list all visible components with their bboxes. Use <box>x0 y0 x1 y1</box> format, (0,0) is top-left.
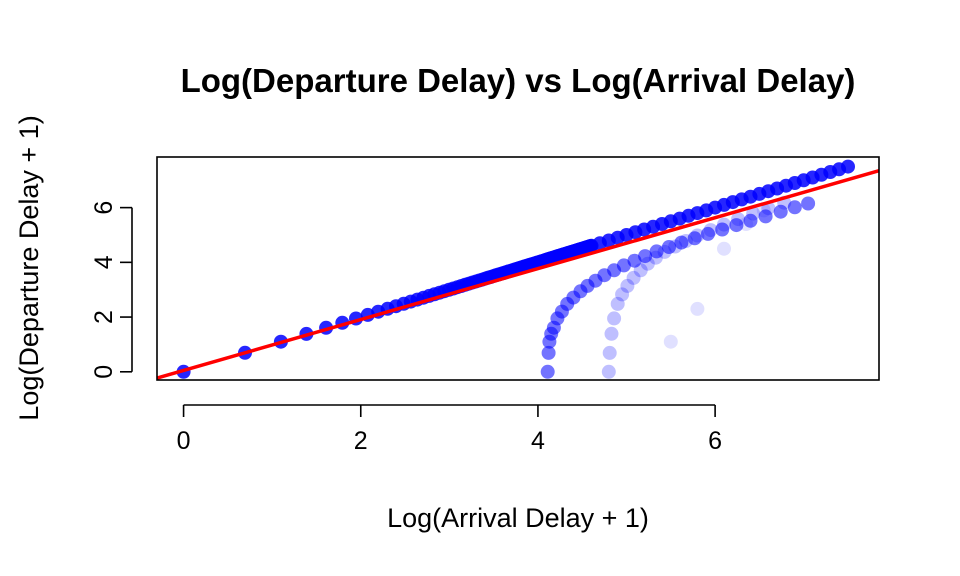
data-point <box>773 204 788 219</box>
data-point <box>540 364 555 379</box>
data-point <box>743 213 758 228</box>
data-point <box>633 263 648 278</box>
data-point <box>616 258 631 273</box>
x-tick-label: 6 <box>708 427 722 455</box>
data-point <box>801 196 816 211</box>
data-point <box>701 226 715 241</box>
data-point <box>687 231 702 246</box>
x-tick-label: 0 <box>177 427 191 455</box>
data-point <box>662 240 676 254</box>
data-point <box>657 244 672 259</box>
data-point <box>678 234 693 248</box>
data-point <box>602 345 617 360</box>
data-point <box>690 228 705 243</box>
x-tick-label: 2 <box>354 427 368 455</box>
data-point <box>607 311 622 326</box>
data-point <box>690 301 705 316</box>
y-tick-label: 4 <box>90 255 118 269</box>
data-point <box>648 250 663 265</box>
y-axis-label: Log(Departure Delay + 1) <box>14 115 44 420</box>
data-point <box>663 334 678 349</box>
y-tick-label: 2 <box>90 310 118 324</box>
x-tick-label: 4 <box>531 427 545 455</box>
data-point <box>746 206 761 221</box>
data-point <box>729 218 744 233</box>
data-point <box>717 241 731 256</box>
data-point <box>756 203 771 218</box>
plot-border <box>156 156 880 381</box>
y-tick-label: 0 <box>90 365 118 379</box>
plot-area <box>157 159 879 380</box>
regression-line <box>157 168 879 380</box>
data-point <box>627 253 642 268</box>
data-point <box>717 217 731 232</box>
data-point <box>604 326 619 341</box>
data-point <box>649 244 664 259</box>
y-axis: 0 2 4 6 <box>90 201 133 379</box>
data-point <box>615 287 630 302</box>
data-point <box>620 278 635 293</box>
y-tick-label: 6 <box>90 201 118 215</box>
data-point <box>668 239 683 254</box>
data-point <box>674 235 689 250</box>
data-point <box>739 217 754 231</box>
x-axis-label: Log(Arrival Delay + 1) <box>387 503 649 533</box>
data-point <box>610 296 625 311</box>
chart-title: Log(Departure Delay) vs Log(Arrival Dela… <box>181 62 856 99</box>
data-point <box>640 256 655 271</box>
data-point <box>731 212 746 227</box>
data-point <box>758 209 773 224</box>
data-point <box>715 222 730 237</box>
x-axis: 0 2 4 6 <box>177 404 722 455</box>
data-point <box>703 223 718 238</box>
data-point <box>541 345 556 360</box>
data-point <box>787 200 802 215</box>
data-point <box>638 249 653 264</box>
data-point <box>841 159 855 174</box>
data-point <box>626 270 641 285</box>
data-point <box>601 364 616 379</box>
